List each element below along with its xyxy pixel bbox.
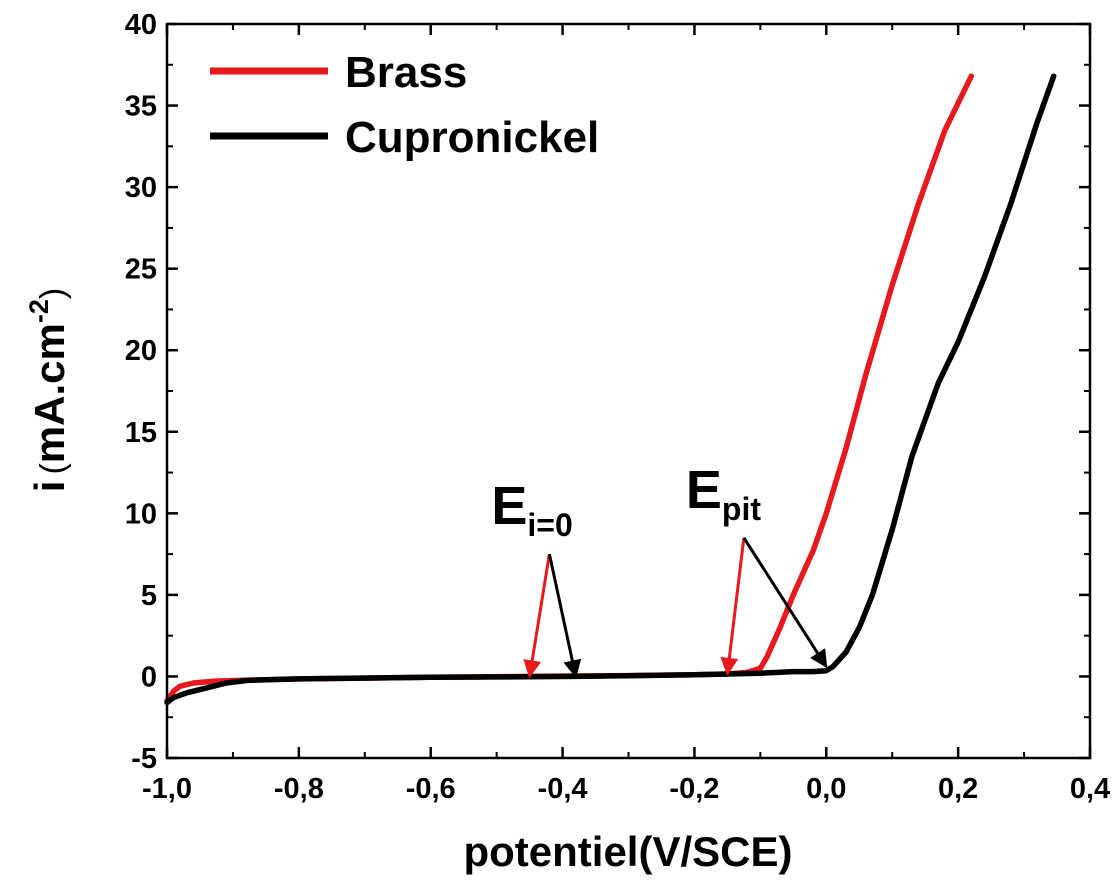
- y-axis-title-paren-close: ): [34, 288, 72, 299]
- y-tick-label: 30: [125, 172, 157, 204]
- series-line-cupronickel: [164, 73, 1057, 706]
- annotation-arrow: [742, 536, 828, 669]
- annotation-main: E: [686, 460, 722, 520]
- y-axis-title-prefix: i: [26, 481, 73, 493]
- x-tick-label: -0,6: [406, 773, 456, 805]
- x-tick-label: -1,0: [142, 773, 192, 805]
- y-tick-label: -5: [131, 743, 157, 775]
- plot-frame: [165, 22, 1092, 760]
- x-tick-label: -0,2: [669, 773, 719, 805]
- y-tick-label: 35: [125, 91, 157, 123]
- y-axis-title: i (mA.cm-2): [24, 288, 73, 492]
- annotation-arrow: [523, 553, 551, 679]
- annotation-label-i-eq-0: Ei=0: [491, 476, 572, 543]
- plot-series: [164, 73, 1057, 706]
- x-tick-label: 0,2: [938, 773, 978, 805]
- x-tick-label: 0,0: [806, 773, 846, 805]
- y-axis-title-exponent: -2: [24, 299, 54, 323]
- y-tick-label: 20: [125, 335, 157, 367]
- y-tick-label: 10: [125, 498, 157, 530]
- y-axis-ticks: -5 0 5 10 15 20 25 30 35 40: [125, 9, 1090, 775]
- y-tick-label: 15: [125, 417, 157, 449]
- legend-label-cupronickel: Cupronickel: [345, 113, 599, 162]
- y-tick-label: 5: [141, 580, 157, 612]
- legend-label-brass: Brass: [345, 48, 467, 97]
- series-line-brass: [164, 73, 975, 704]
- annotation-subscript: i=0: [527, 507, 572, 543]
- annotation-main: E: [491, 476, 527, 536]
- y-tick-label: 25: [125, 254, 157, 286]
- y-axis-title-unit: mA.cm: [26, 323, 73, 463]
- x-axis-title: potentiel(V/SCE): [463, 828, 792, 875]
- annotation-subscript: pit: [722, 491, 761, 527]
- y-tick-label: 0: [141, 661, 157, 693]
- legend: Brass Cupronickel: [210, 48, 599, 162]
- annotation-arrow: [720, 537, 746, 676]
- y-tick-label: 40: [125, 9, 157, 41]
- x-tick-label: 0,4: [1070, 773, 1110, 805]
- y-axis-title-paren-open: (: [34, 463, 72, 475]
- annotation-label-pit: Epit: [686, 460, 761, 527]
- x-tick-label: -0,8: [274, 773, 324, 805]
- x-tick-label: -0,4: [538, 773, 588, 805]
- x-axis-ticks: -1,0 -0,8 -0,6 -0,4 -0,2 0,0 0,2 0,4: [142, 24, 1110, 805]
- annotation-arrow: [547, 553, 582, 679]
